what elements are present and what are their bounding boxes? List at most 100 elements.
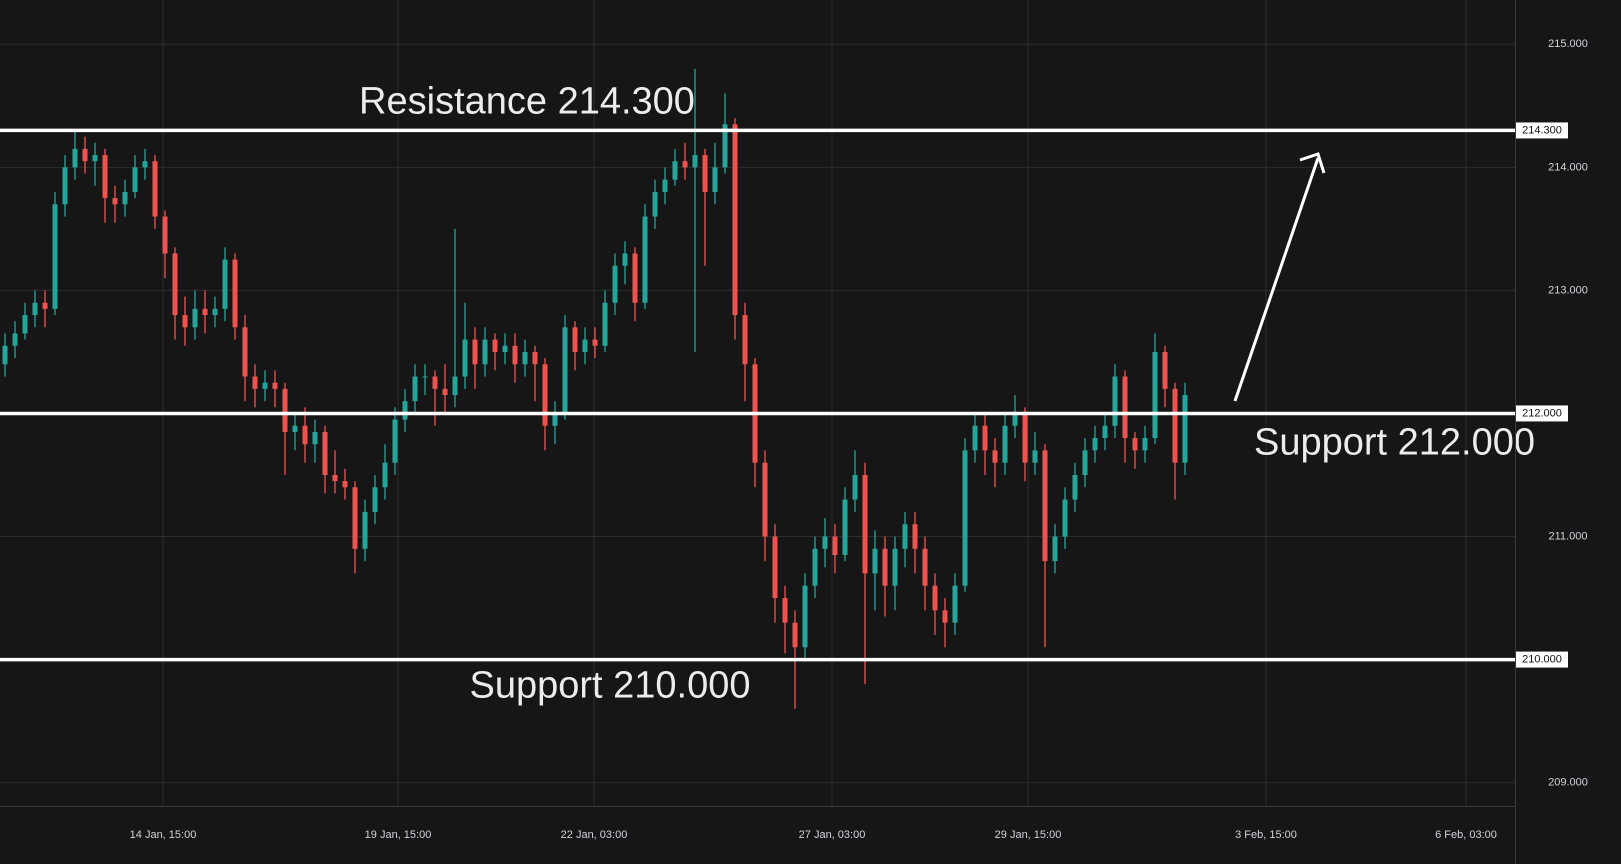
candle-body — [402, 401, 408, 420]
candle-body — [1062, 499, 1068, 537]
candle-body — [622, 253, 628, 266]
candle-body — [862, 474, 868, 574]
candle-body — [442, 388, 448, 396]
candle-body — [212, 308, 218, 316]
candle-body — [62, 167, 68, 205]
candle-body — [282, 388, 288, 432]
candle-body — [1102, 425, 1108, 439]
candle-body — [182, 315, 188, 328]
x-tick-label: 22 Jan, 03:00 — [561, 829, 628, 841]
candles — [2, 68, 1188, 709]
level-axis-badge — [1516, 651, 1568, 668]
candle-body — [1042, 450, 1048, 562]
candle-body — [512, 345, 518, 365]
levels: Resistance 214.300 Support 212.000 Support… — [0, 80, 1535, 707]
candle-body — [762, 462, 768, 537]
candle-body — [382, 462, 388, 488]
x-tick-label: 29 Jan, 15:00 — [995, 829, 1062, 841]
candle-body — [602, 302, 608, 346]
candle-body — [832, 536, 838, 555]
candle-body — [952, 585, 958, 623]
candle-body — [902, 524, 908, 549]
candle-body — [1162, 351, 1168, 389]
candle-body — [1112, 376, 1118, 426]
candle-body — [1182, 395, 1188, 463]
target-arrow — [1233, 152, 1326, 402]
candle-body — [852, 474, 858, 500]
candle-body — [262, 382, 268, 389]
candle-body — [292, 425, 298, 432]
candle-body — [1132, 438, 1138, 451]
y-tick-label: 209.000 — [1548, 777, 1588, 789]
candle-body — [782, 598, 788, 623]
candle-body — [352, 487, 358, 549]
level-axis-label: 210.000 — [1522, 653, 1562, 665]
candle-body — [872, 548, 878, 574]
candle-body — [52, 204, 58, 309]
candle-body — [692, 155, 698, 168]
candle-body — [522, 351, 528, 365]
x-tick-label: 27 Jan, 03:00 — [799, 829, 866, 841]
candle-body — [562, 327, 568, 414]
level-axis-label: 212.000 — [1522, 407, 1562, 419]
candle-body — [592, 339, 598, 346]
x-tick-label: 19 Jan, 15:00 — [365, 829, 432, 841]
candle-body — [192, 308, 198, 328]
candle-body — [842, 499, 848, 555]
candle-body — [82, 148, 88, 162]
x-tick-label: 6 Feb, 03:00 — [1435, 829, 1497, 841]
candle-body — [332, 474, 338, 482]
candle-body — [12, 333, 18, 346]
candle-body — [1022, 413, 1028, 463]
candle-body — [962, 450, 968, 586]
candle-body — [92, 155, 98, 162]
level-annotation: Support 210.000 — [469, 665, 750, 707]
level-annotation: Resistance 214.300 — [359, 80, 695, 122]
candle-body — [942, 610, 948, 623]
candle-body — [542, 364, 548, 426]
candle-body — [1092, 438, 1098, 451]
candle-body — [1072, 474, 1078, 500]
y-tick-label: 215.000 — [1548, 38, 1588, 50]
candle-body — [502, 345, 508, 352]
candle-body — [642, 216, 648, 303]
candle-body — [702, 155, 708, 192]
candle-body — [1052, 536, 1058, 562]
candle-body — [772, 536, 778, 599]
candle-body — [42, 302, 48, 309]
candle-body — [142, 161, 148, 168]
level-axis-badge — [1516, 405, 1568, 422]
candle-body — [272, 382, 278, 389]
candle-body — [792, 622, 798, 648]
arrow-head — [1299, 152, 1326, 174]
candle-body — [152, 161, 158, 217]
candle-body — [992, 450, 998, 463]
candle-body — [482, 339, 488, 365]
candle-body — [202, 308, 208, 316]
x-tick-label: 14 Jan, 15:00 — [130, 829, 197, 841]
candle-body — [312, 431, 318, 445]
candle-body — [652, 191, 658, 217]
candle-body — [982, 425, 988, 451]
y-tick-label: 211.000 — [1549, 530, 1588, 542]
y-tick-label: 214.000 — [1548, 161, 1588, 173]
candle-body — [912, 524, 918, 549]
candle-body — [2, 345, 8, 365]
candle-body — [102, 155, 108, 199]
candle-body — [682, 161, 688, 168]
candle-body — [172, 253, 178, 316]
candle-body — [892, 548, 898, 586]
candle-body — [802, 585, 808, 648]
candle-body — [722, 124, 728, 168]
candle-body — [22, 315, 28, 334]
candle-body — [132, 167, 138, 192]
candle-body — [882, 548, 888, 586]
candle-body — [232, 259, 238, 328]
candle-body — [672, 161, 678, 180]
candle-body — [472, 339, 478, 365]
candle-body — [112, 198, 118, 205]
candle-body — [372, 487, 378, 512]
candle-body — [72, 148, 78, 168]
